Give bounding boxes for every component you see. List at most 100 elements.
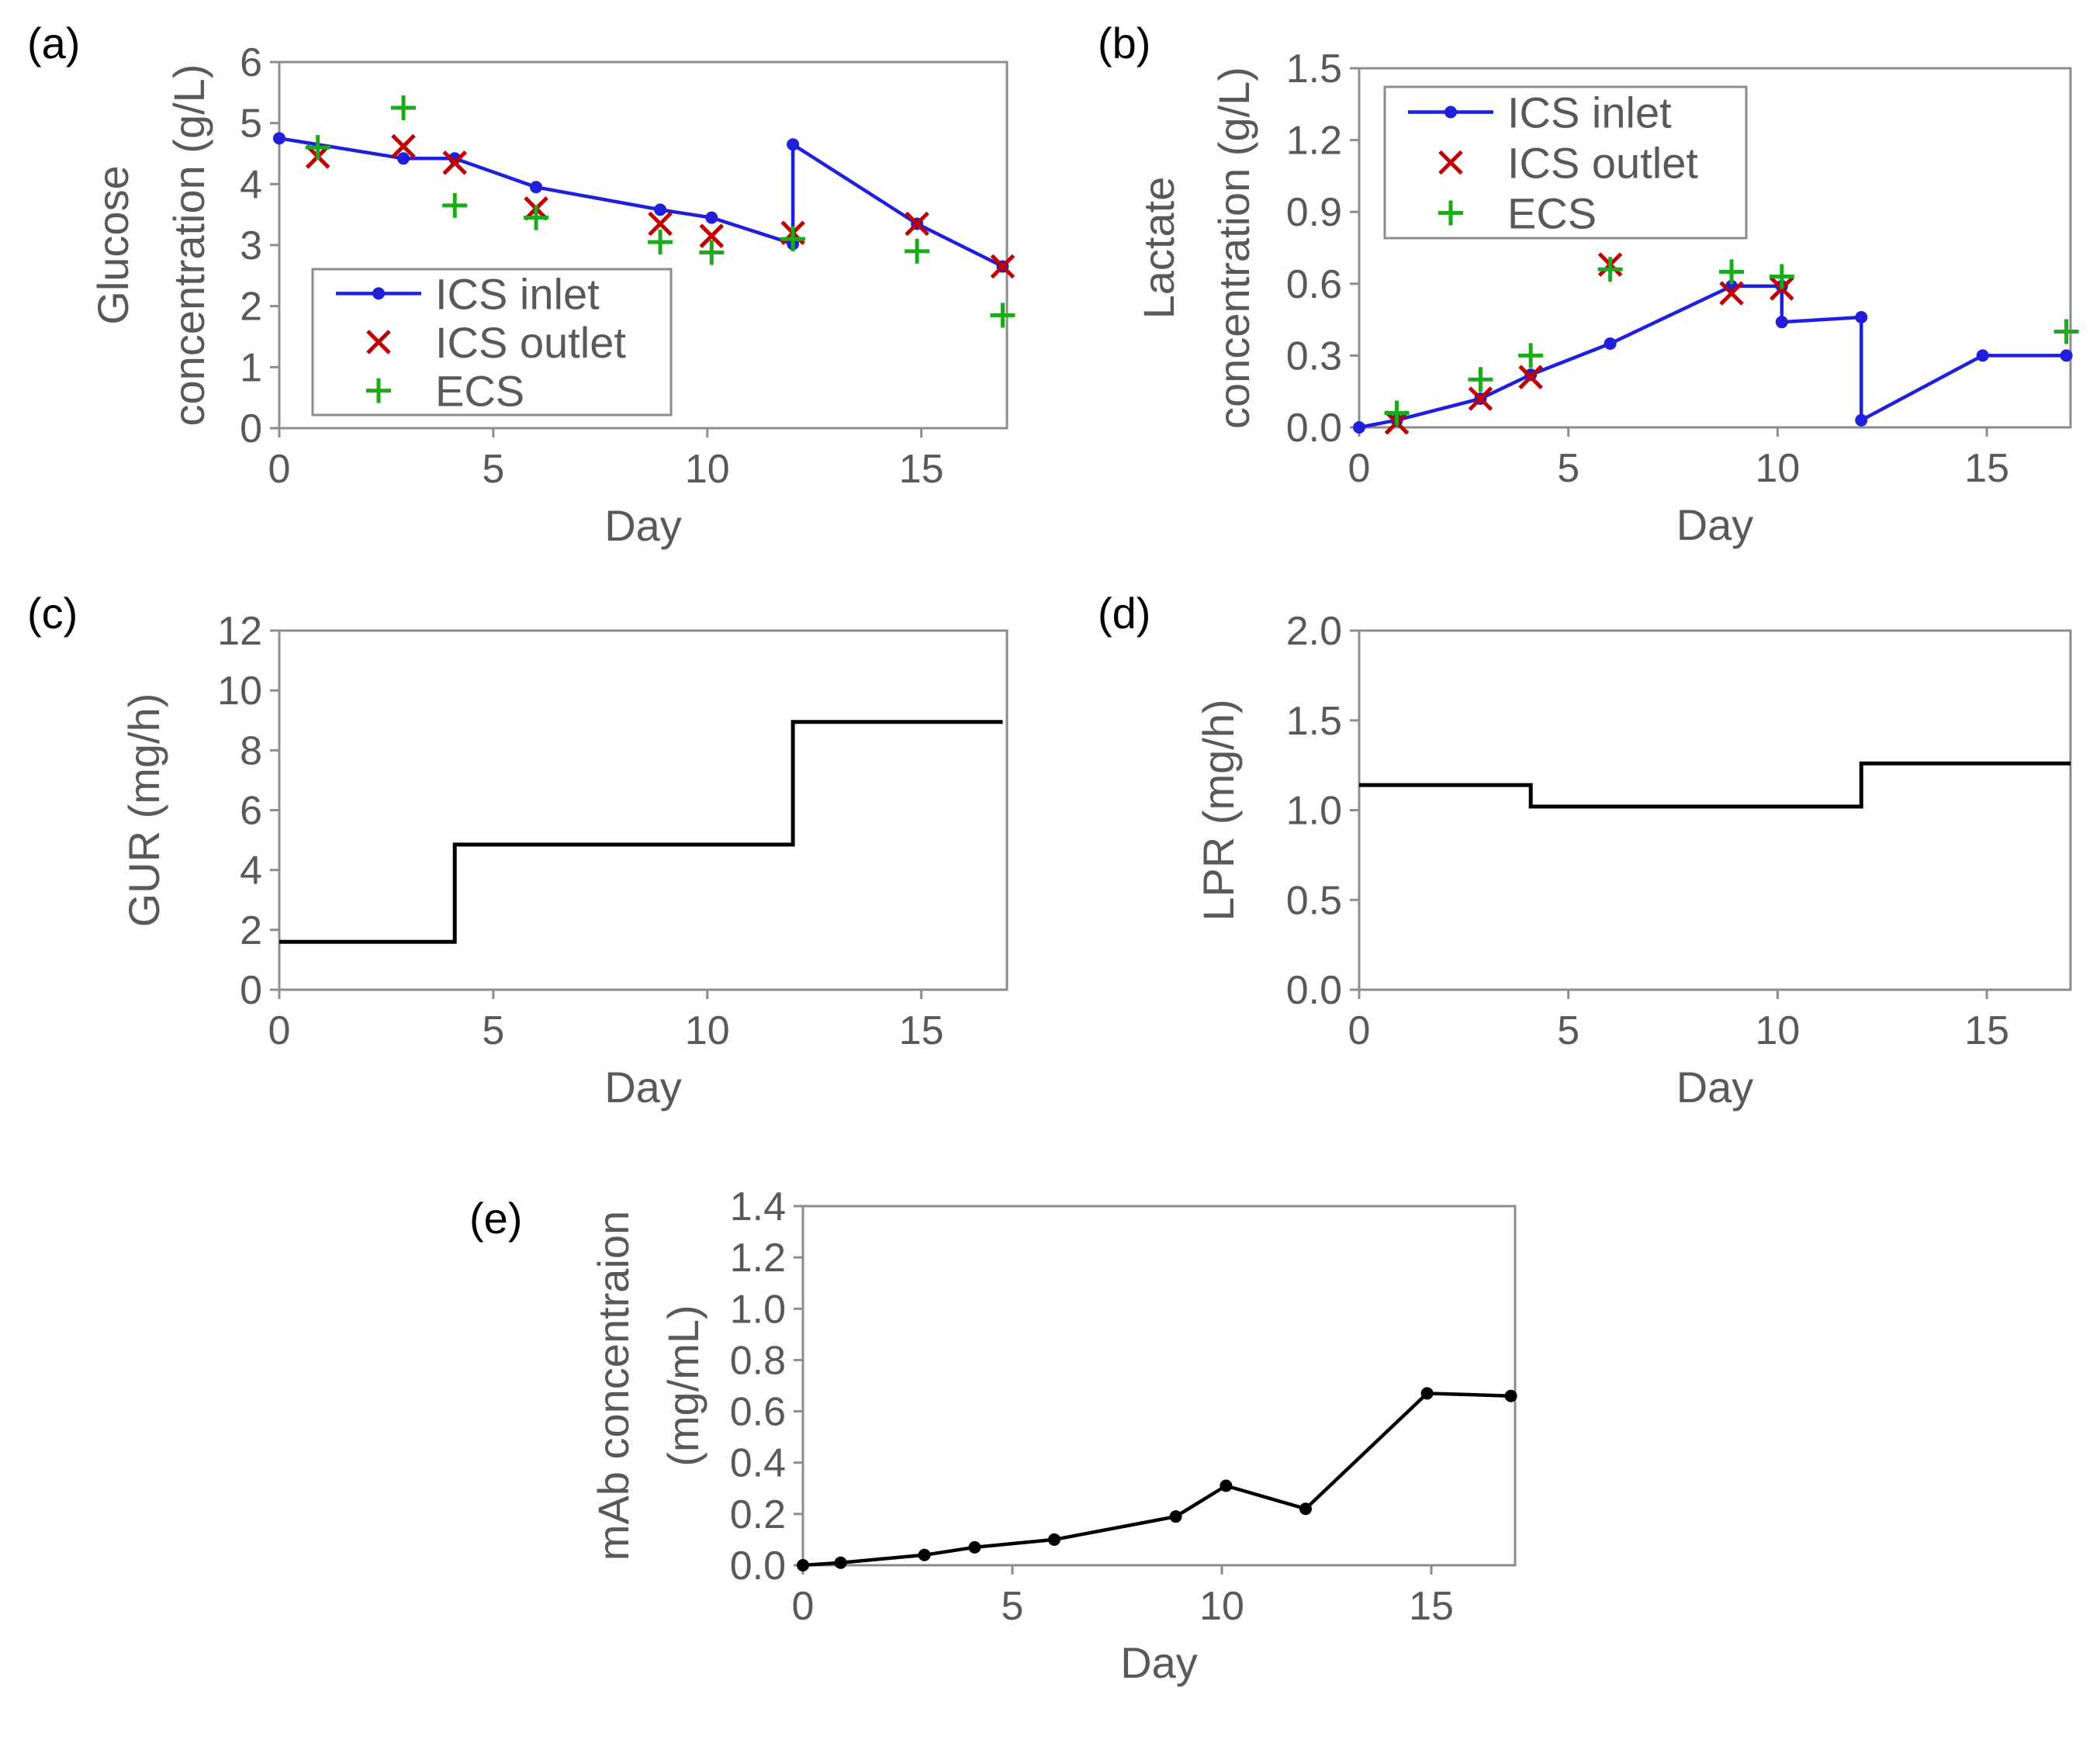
data-point-e-0 [1048,1533,1060,1546]
x-tick-label-a: 5 [482,447,504,492]
panel-d: (d) 0 5 10 15 0.0 0.5 1.0 1.5 2.0 Day LPR (mg/h) [1098,589,2072,1112]
series-a-0 [273,132,1009,273]
x-tick-label-b: 5 [1557,446,1579,491]
legend-marker-a [366,330,391,354]
series-e-0 [797,1387,1517,1571]
y-tick-label-a: 4 [240,162,262,207]
data-point-e-0 [834,1556,847,1569]
data-point-e-0 [1420,1387,1434,1400]
data-point-a-0 [530,181,543,194]
y-tick-label-d: 0.0 [1286,968,1342,1013]
y-tick-label-b: 0.6 [1286,262,1342,307]
plot-area-d [1358,629,2072,991]
x-tick-label-b: 10 [1755,446,1800,491]
y-tick-label-b: 1.5 [1286,47,1342,92]
y-axis-label-a: concentration (g/L) [164,64,213,427]
y-axis-label-b: concentration (g/L) [1209,67,1258,429]
y-tick-label-c: 12 [217,609,262,654]
y-tick-label-c: 10 [217,669,262,714]
panel-a: (a) 0 5 10 15 0 1 2 3 4 5 6 Day Glucose concentration … [27,19,1015,550]
data-point-a-1 [905,211,929,237]
data-point-a-2 [391,95,417,120]
data-point-a-2 [442,192,468,218]
x-tick-label-d: 5 [1557,1008,1579,1053]
series-line-a-0 [279,137,1004,268]
x-tick-label-c: 0 [268,1008,291,1053]
x-axis-label-c: Day [604,1063,682,1112]
y-tick-label-b: 0.3 [1286,334,1342,379]
data-point-b-2 [1384,400,1410,426]
panel-label-b: (b) [1098,19,1150,67]
data-point-a-2 [648,230,673,255]
series-d-0 [1359,761,2071,809]
data-point-a-1 [990,254,1015,279]
legend-label-b: ICS inlet [1507,88,1672,137]
series-line-d-0 [1359,761,2071,809]
legend-marker-a [366,378,391,403]
y-tick-label-c: 4 [240,849,262,894]
data-point-b-2 [1719,259,1745,285]
y-tick-label-b: 0.0 [1286,406,1342,451]
plot-area-e [801,1205,1517,1567]
y-tick-label-c: 8 [240,728,262,773]
series-line-b-0 [1358,284,2067,430]
data-point-a-1 [391,133,416,159]
y-tick-label-e: 0.0 [730,1544,786,1589]
data-point-a-2 [905,238,930,264]
series-b-2 [1384,257,2079,426]
data-point-a-0 [787,138,800,151]
data-point-b-1 [1468,386,1493,411]
data-point-b-1 [1518,365,1543,389]
x-axis-label-b: Day [1676,500,1754,549]
y-tick-label-c: 2 [240,908,262,953]
legend-marker-b [1438,200,1463,226]
legend-marker-b [1444,105,1457,119]
data-point-a-2 [305,135,330,161]
data-point-b-0 [1855,311,1868,324]
data-point-e-0 [797,1559,809,1571]
legend-label-b: ECS [1507,189,1597,238]
data-point-a-1 [699,223,725,248]
series-line-c-0 [279,720,1003,944]
data-point-e-0 [1220,1479,1233,1492]
data-point-b-2 [1769,264,1794,289]
y-tick-label-a: 0 [240,406,262,451]
panel-c: (c) 0 5 10 15 0 2 4 6 8 10 12 Day GUR (mg/h) [27,589,1008,1112]
x-tick-label-a: 0 [268,447,291,492]
series-b-0 [1353,279,2073,434]
x-tick-label-a: 10 [685,447,730,492]
data-point-b-0 [1855,413,1868,427]
data-point-a-2 [780,226,806,252]
y-tick-label-a: 6 [240,40,262,85]
y-tick-label-e: 0.2 [730,1492,786,1537]
data-point-b-0 [2060,349,2073,362]
y-tick-label-e: 1.4 [730,1184,786,1229]
y-tick-label-b: 1.2 [1286,119,1342,164]
x-tick-label-c: 5 [482,1008,504,1053]
y-tick-label-e: 1.2 [730,1236,786,1281]
series-c-0 [279,720,1003,944]
x-tick-label-c: 10 [685,1008,730,1053]
y-axis-label-e: mAb concentraion [589,1211,638,1561]
data-point-e-0 [1299,1502,1312,1516]
x-tick-label-d: 10 [1755,1008,1800,1053]
y-tick-label-e: 0.4 [730,1441,786,1486]
y-tick-label-e: 0.6 [730,1390,786,1435]
data-point-b-0 [1775,316,1788,329]
legend-label-b: ICS outlet [1507,139,1698,188]
x-tick-label-e: 15 [1409,1584,1454,1629]
y-tick-label-d: 1.5 [1286,699,1342,744]
y-tick-label-d: 0.5 [1286,878,1342,923]
data-point-b-2 [1597,257,1623,282]
y-axis-label-a: Glucose [88,165,137,324]
data-point-b-2 [1518,343,1544,368]
x-tick-label-b: 0 [1348,446,1371,491]
panel-label-d: (d) [1098,589,1150,638]
legend-label-a: ECS [435,367,524,416]
y-axis-label-d: LPR (mg/h) [1194,699,1243,921]
series-line-e-0 [802,1392,1511,1568]
legend-marker-b [1438,150,1463,175]
data-point-b-2 [1468,367,1493,392]
data-point-a-1 [648,211,673,237]
